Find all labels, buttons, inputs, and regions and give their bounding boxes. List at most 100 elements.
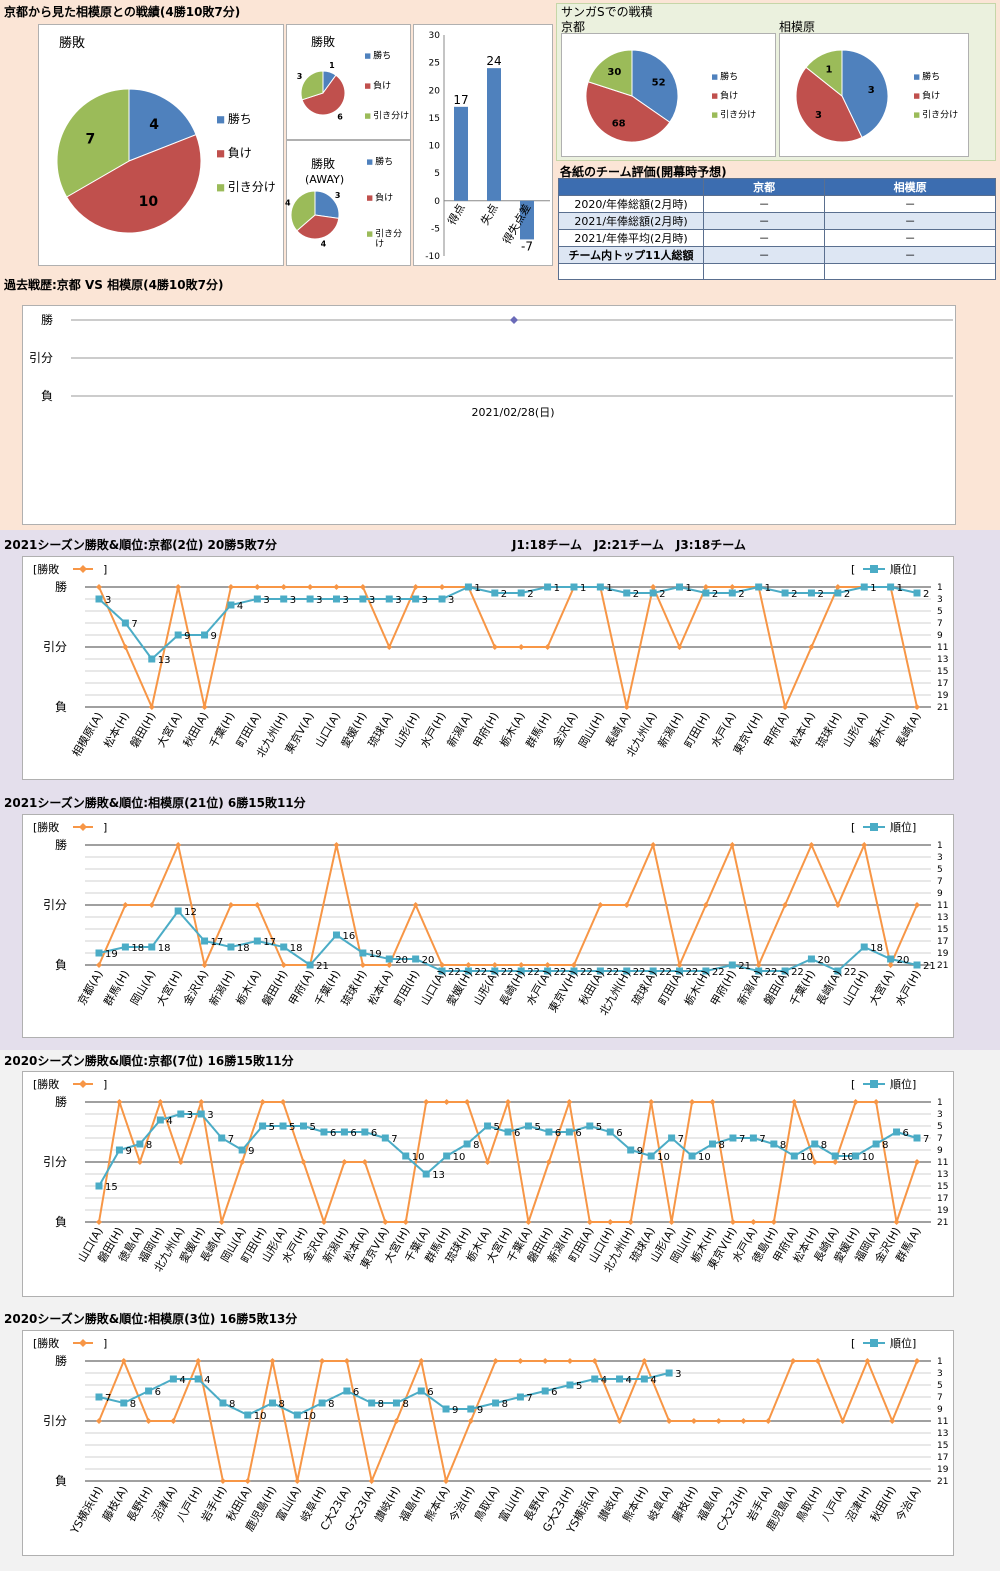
rank-point bbox=[320, 1128, 328, 1136]
result-point bbox=[755, 962, 762, 968]
result-point bbox=[505, 1099, 511, 1105]
result-point bbox=[676, 962, 683, 968]
result-point bbox=[467, 1418, 474, 1424]
sanga-sagamihara-box: 3 3 1 勝ち 負け 引き分け bbox=[779, 33, 969, 157]
result-point bbox=[765, 1418, 772, 1424]
season-chart-box: [勝敗][順位] 1 3 5 7 9 11 13 15 17 19 21 勝引分負 7 8 6 4 4 8 10 8 10… bbox=[22, 1330, 954, 1556]
result-point bbox=[201, 704, 208, 710]
pie-slice bbox=[805, 49, 843, 98]
bar-tick-label: 25 bbox=[429, 59, 440, 69]
result-point bbox=[914, 1358, 920, 1364]
result-y-label: 引分 bbox=[43, 640, 67, 654]
pie-subtitle: (AWAY) bbox=[305, 173, 344, 186]
result-point bbox=[864, 1358, 871, 1364]
rank-data-label: 22 bbox=[791, 967, 804, 978]
result-point bbox=[591, 1358, 598, 1364]
legend-label: 負け bbox=[375, 191, 393, 203]
legend-swatch bbox=[217, 184, 225, 192]
result-point bbox=[145, 1418, 152, 1424]
rank-point bbox=[443, 1152, 451, 1160]
result-point bbox=[570, 962, 577, 968]
history-marker bbox=[510, 316, 518, 324]
rank-data-label: 7 bbox=[105, 1393, 111, 1404]
rank-data-label: 6 bbox=[575, 1128, 581, 1139]
evaluation-row bbox=[558, 263, 996, 280]
rank-data-label: 3 bbox=[395, 595, 401, 606]
legend-marker bbox=[79, 1080, 87, 1088]
rank-data-label: 16 bbox=[342, 931, 355, 942]
rank-tick-label: 19 bbox=[937, 1206, 949, 1216]
rank-tick-label: 3 bbox=[937, 1369, 943, 1379]
rank-point bbox=[491, 589, 499, 597]
rank-point bbox=[121, 943, 129, 951]
result-point bbox=[386, 962, 393, 968]
season-title: 2021シーズン勝敗&順位:京都(2位) 20勝5敗7分 bbox=[4, 538, 277, 552]
rank-point bbox=[676, 967, 684, 975]
result-y-label: 引分 bbox=[43, 1155, 67, 1169]
season-chart-box: [勝敗][順位] 1 3 5 7 9 11 13 15 17 19 21 勝引分負 3 7 13 9 9 4 3 3 3 3… bbox=[22, 556, 954, 780]
rank-point bbox=[702, 589, 710, 597]
result-point bbox=[333, 584, 340, 590]
rank-point bbox=[728, 961, 736, 969]
rank-point bbox=[517, 589, 525, 597]
legend-label: 負け bbox=[922, 89, 940, 101]
result-point bbox=[443, 1099, 450, 1105]
rank-point bbox=[253, 937, 261, 945]
rank-data-label: 8 bbox=[146, 1140, 152, 1151]
legend-swatch bbox=[712, 112, 718, 118]
rank-point bbox=[227, 943, 235, 951]
legend-label: 引き分け bbox=[373, 110, 409, 121]
season-chart-box: [勝敗][順位] 1 3 5 7 9 11 13 15 17 19 21 勝引分負 15 9 8 4 3 3 7 9 5 5… bbox=[22, 1071, 954, 1297]
evaluation-cell: － bbox=[702, 195, 826, 213]
rank-data-label: 22 bbox=[765, 967, 778, 978]
rank-data-label: 20 bbox=[422, 955, 435, 966]
evaluation-cell: 2021/年俸平均(2月時) bbox=[558, 229, 704, 247]
season-chart-box: [勝敗][順位] 1 3 5 7 9 11 13 15 17 19 21 勝引分負 19 18 18 12 17 1… bbox=[22, 814, 954, 1038]
evaluation-header-row: 京都 相模原 bbox=[558, 178, 996, 196]
rank-data-label: 2 bbox=[633, 589, 639, 600]
rank-data-label: 6 bbox=[616, 1128, 622, 1139]
rank-point bbox=[755, 583, 763, 591]
rank-tick-label: 9 bbox=[937, 1146, 943, 1156]
rank-point bbox=[227, 601, 235, 609]
pie-slice bbox=[301, 74, 346, 116]
rank-data-label: 5 bbox=[596, 1122, 602, 1133]
rank-data-label: 9 bbox=[184, 631, 190, 642]
rank-point bbox=[280, 595, 288, 603]
rank-point bbox=[484, 1122, 492, 1130]
legend-label: [勝敗 bbox=[33, 562, 59, 576]
rank-point bbox=[412, 595, 420, 603]
rank-point bbox=[120, 1399, 128, 1407]
rank-point bbox=[790, 1152, 798, 1160]
evaluation-cell bbox=[558, 263, 704, 280]
rank-point bbox=[676, 583, 684, 591]
result-point bbox=[368, 1478, 375, 1484]
bar-data-label: 17 bbox=[453, 93, 468, 107]
rank-point bbox=[121, 619, 129, 627]
result-point bbox=[782, 902, 789, 908]
evaluation-cell: 2020/年俸総額(2月時) bbox=[558, 195, 704, 213]
result-point bbox=[709, 1099, 716, 1105]
result-point bbox=[544, 962, 551, 968]
legend-marker bbox=[79, 1339, 87, 1347]
rank-point bbox=[148, 655, 156, 663]
result-y-label: 負 bbox=[55, 700, 67, 714]
rank-point bbox=[834, 589, 842, 597]
rank-data-label: 20 bbox=[817, 955, 830, 966]
bar-tick-label: 10 bbox=[429, 142, 441, 152]
legend-label: [勝敗 bbox=[33, 1336, 59, 1350]
rank-point bbox=[852, 1152, 860, 1160]
result-point bbox=[175, 584, 182, 590]
result-point bbox=[873, 1099, 880, 1105]
rank-data-label: 17 bbox=[263, 937, 276, 948]
result-point bbox=[254, 584, 261, 590]
rank-tick-label: 11 bbox=[937, 643, 948, 653]
result-point bbox=[597, 902, 604, 908]
rank-data-label: 13 bbox=[432, 1170, 445, 1181]
legend-marker bbox=[79, 565, 87, 573]
legend-label: 勝ち bbox=[720, 70, 738, 82]
history-y-label: 引分 bbox=[29, 351, 53, 365]
pie-title: 勝敗 bbox=[311, 156, 335, 171]
rank-point bbox=[464, 583, 472, 591]
sanga-title: サンガSでの戦積 bbox=[561, 5, 653, 19]
